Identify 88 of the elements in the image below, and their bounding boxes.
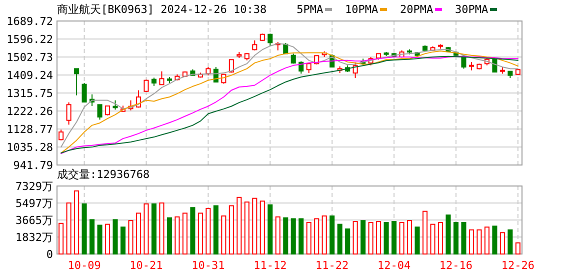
- y-tick-label: 5497万: [16, 196, 53, 210]
- bar: [275, 216, 280, 254]
- x-tick-label: 10-31: [192, 259, 225, 272]
- bar: [283, 217, 288, 254]
- bar: [120, 226, 126, 254]
- bar: [97, 224, 102, 254]
- y-tick-label: 1689.72: [6, 14, 53, 28]
- bar: [392, 221, 397, 254]
- bar: [476, 229, 482, 254]
- bar: [58, 222, 64, 254]
- y-tick-label: 1832万: [16, 230, 53, 244]
- bar: [484, 226, 490, 254]
- bar: [399, 222, 404, 254]
- y-tick-label: 1222.26: [6, 104, 53, 118]
- bar: [508, 229, 513, 254]
- bar: [182, 212, 188, 254]
- bar: [414, 226, 420, 254]
- chart-title: 成交量:12936768: [57, 168, 150, 181]
- y-tick-label: 3665万: [16, 214, 53, 227]
- x-tick-label: 11-12: [254, 259, 287, 272]
- legend-label: 20PMA: [400, 3, 434, 16]
- bar: [330, 215, 335, 254]
- x-tick-label: 12-04: [377, 259, 411, 272]
- bar: [228, 205, 234, 254]
- y-tick-label: 1128.77: [6, 122, 53, 136]
- x-tick-label: 10-09: [68, 259, 101, 272]
- bar: [360, 220, 366, 254]
- x-tick-label: 12-26: [501, 259, 534, 272]
- bar: [492, 226, 498, 254]
- x-tick-label: 12-16: [439, 259, 473, 272]
- bar: [461, 222, 466, 254]
- bar: [446, 214, 451, 254]
- bar: [468, 229, 474, 254]
- bar: [213, 205, 218, 254]
- bar: [190, 207, 196, 254]
- bar: [82, 203, 87, 254]
- bar: [260, 200, 265, 254]
- y-tick-label: 1035.28: [6, 140, 53, 154]
- chart-title: 商业航天[BK0963] 2024-12-26 10:38: [57, 3, 267, 16]
- bar: [438, 222, 444, 254]
- bar: [112, 219, 118, 254]
- bar: [66, 202, 72, 254]
- bar: [407, 220, 412, 254]
- bar: [151, 203, 157, 254]
- y-tick-label: 1409.24: [6, 68, 54, 82]
- bar: [105, 224, 110, 254]
- bar: [144, 203, 149, 254]
- x-tick-label: 11-22: [316, 259, 349, 272]
- bar: [290, 218, 296, 254]
- legend-label: 30PMA: [455, 3, 488, 16]
- bar: [352, 221, 358, 254]
- bar: [159, 202, 164, 254]
- bar: [453, 222, 459, 254]
- y-tick-label: 1315.75: [6, 86, 53, 100]
- bar: [198, 212, 203, 254]
- bar: [244, 202, 250, 254]
- bar: [384, 222, 389, 254]
- y-tick-label: 0: [46, 248, 53, 261]
- bar: [74, 190, 80, 254]
- bar: [268, 204, 273, 254]
- bar: [314, 218, 320, 254]
- bar: [430, 224, 436, 254]
- bar: [252, 198, 258, 254]
- legend-label: 10PMA: [345, 3, 378, 16]
- bar: [337, 224, 342, 254]
- bar: [345, 228, 350, 254]
- bar: [422, 210, 428, 254]
- bar: [500, 232, 505, 254]
- bar: [166, 217, 172, 254]
- bar: [515, 242, 520, 254]
- bar: [306, 222, 312, 254]
- y-tick-label: 1596.22: [6, 32, 53, 46]
- bar: [322, 215, 327, 254]
- bar: [236, 196, 242, 254]
- bar: [298, 218, 304, 254]
- bar: [174, 216, 180, 254]
- y-tick-label: 941.79: [13, 158, 53, 172]
- bar: [368, 222, 374, 254]
- bar: [206, 208, 211, 254]
- y-tick-label: 1502.73: [6, 50, 53, 64]
- y-tick-label: 7329万: [16, 180, 53, 193]
- x-tick-label: 10-21: [130, 259, 163, 272]
- legend-label: 5PMA: [296, 3, 324, 16]
- bar: [136, 212, 142, 254]
- bar: [128, 220, 134, 254]
- bar: [376, 221, 382, 254]
- bar: [221, 215, 226, 254]
- bar: [90, 219, 95, 254]
